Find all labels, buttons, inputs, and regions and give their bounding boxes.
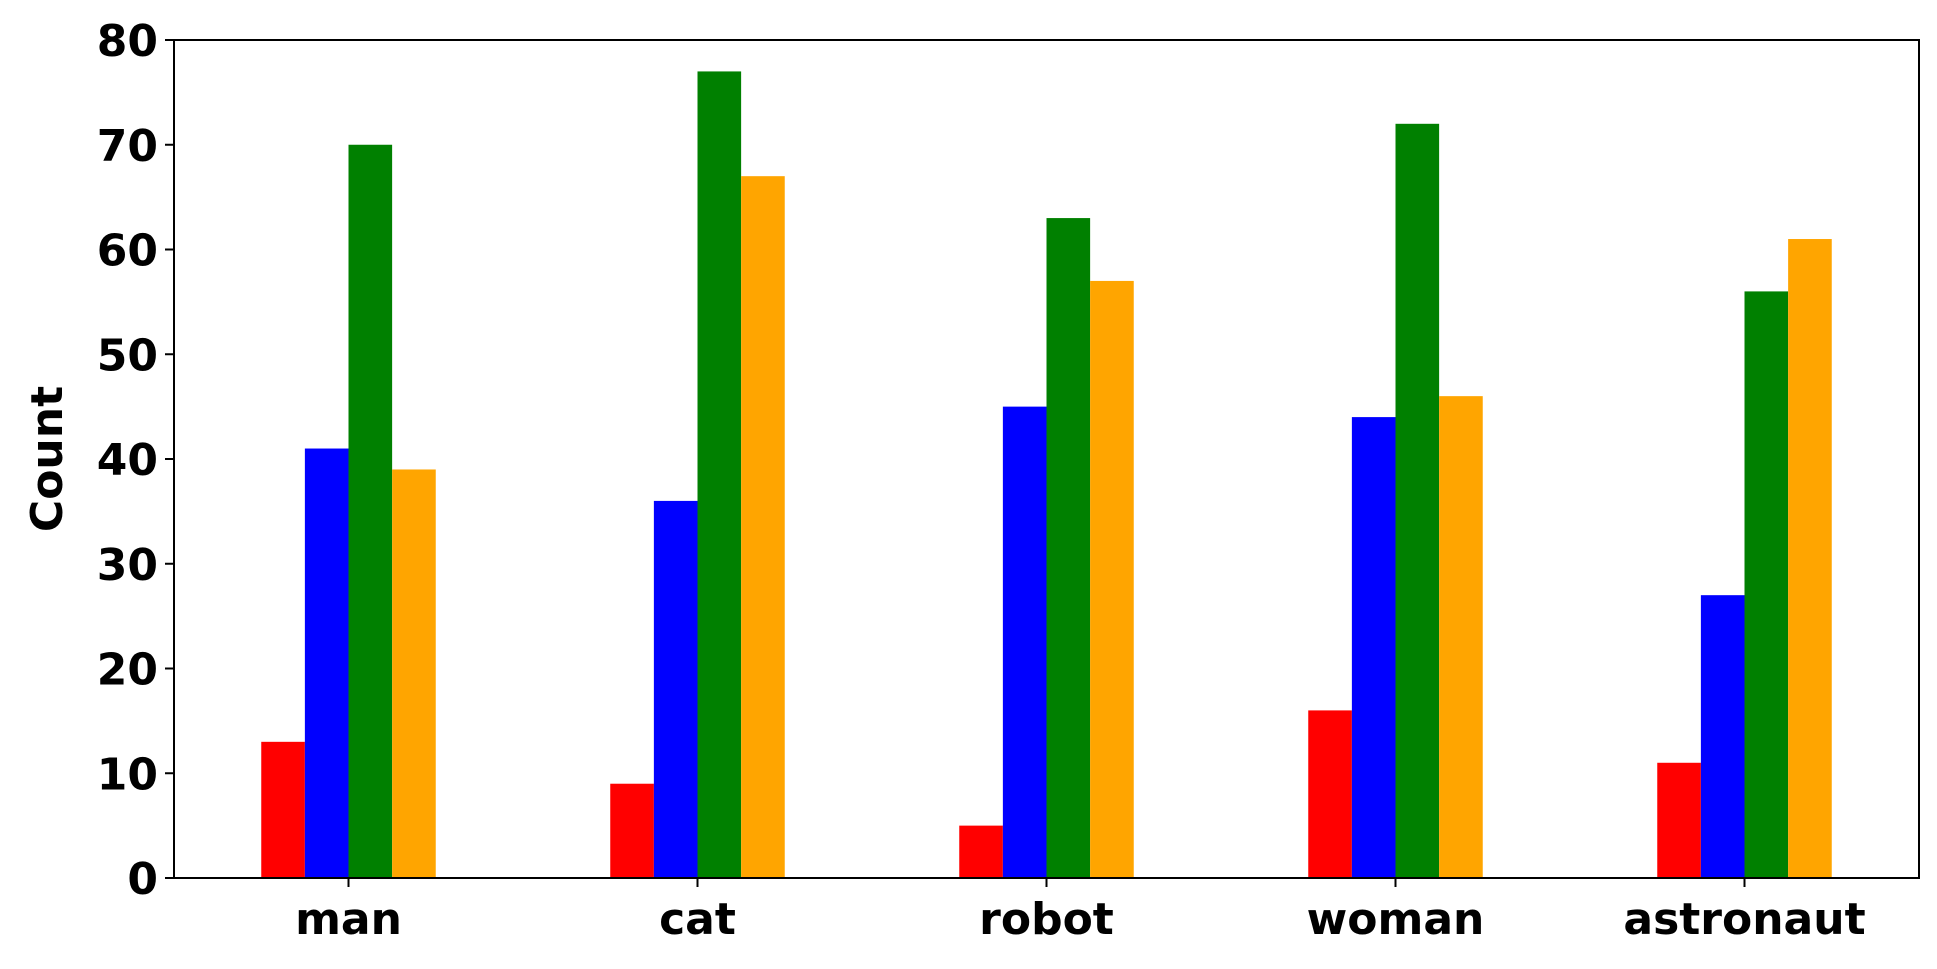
bar — [1395, 123, 1440, 879]
x-tick-label: man — [295, 894, 402, 945]
bar — [304, 448, 349, 878]
bar — [610, 783, 654, 878]
y-tick-label: 80 — [97, 16, 158, 67]
bar — [653, 500, 698, 878]
bar — [1744, 291, 1789, 878]
bar — [348, 144, 393, 878]
y-tick-label: 0 — [127, 854, 158, 905]
y-tick-label: 50 — [97, 330, 158, 381]
bar — [1351, 417, 1396, 878]
bar — [1046, 218, 1091, 878]
bar — [1700, 595, 1745, 878]
y-tick-label: 40 — [97, 435, 158, 486]
bar — [1657, 762, 1701, 878]
bar — [741, 176, 785, 879]
y-tick-label: 30 — [97, 540, 158, 591]
bar — [959, 825, 1003, 878]
bar — [1308, 710, 1352, 878]
bar — [1788, 239, 1832, 878]
x-tick-label: astronaut — [1623, 894, 1865, 945]
x-tick-label: robot — [979, 894, 1114, 945]
x-tick-label: woman — [1307, 894, 1485, 945]
x-tick-label: cat — [659, 894, 736, 945]
y-tick-label: 70 — [97, 121, 158, 172]
bar — [1439, 396, 1483, 878]
bar — [261, 741, 305, 878]
y-tick-label: 60 — [97, 226, 158, 277]
bar — [1002, 406, 1047, 878]
y-tick-label: 10 — [97, 749, 158, 800]
bar — [392, 469, 436, 878]
y-tick-label: 20 — [97, 645, 158, 696]
bar — [1090, 280, 1134, 878]
plot-frame — [173, 39, 1920, 879]
bar — [697, 71, 742, 879]
y-axis-label: Count — [22, 386, 73, 532]
